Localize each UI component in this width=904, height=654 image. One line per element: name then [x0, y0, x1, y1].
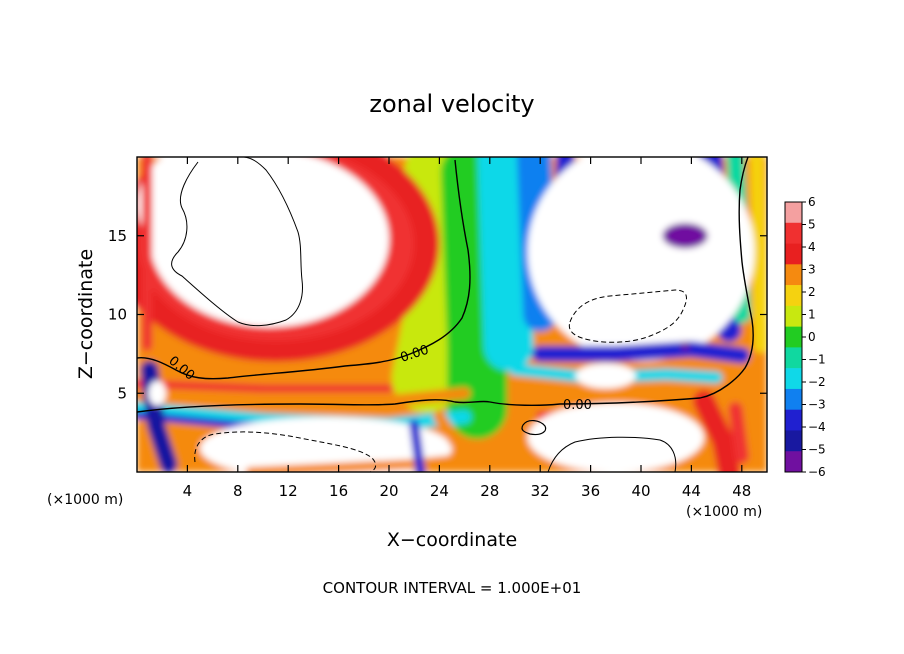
x-tick-label: 36: [581, 482, 600, 500]
contour-lines: [137, 157, 754, 472]
x-tick-label: 20: [379, 482, 398, 500]
contour-right-dashed: [568, 289, 687, 343]
colorbar: 6 5 4 3 2 1 0 −1 −2 −3 −4 −5 −6: [784, 195, 826, 479]
field-patch: [200, 416, 452, 472]
colorbar-swatch: [785, 326, 802, 348]
field-patch: [148, 380, 166, 406]
x-tick-label: 8: [233, 482, 243, 500]
field-patch: [680, 341, 690, 351]
colorbar-tick-label: 0: [808, 330, 816, 344]
colorbar-tick-label: 1: [808, 308, 816, 322]
field-band: [137, 379, 393, 393]
chart-title: zonal velocity: [369, 90, 534, 118]
colorbar-swatch: [785, 264, 802, 286]
colorbar-swatch: [785, 451, 802, 473]
y-axis-label: Z−coordinate: [75, 249, 97, 379]
field-band: [728, 402, 749, 464]
velocity-field: [137, 157, 767, 472]
colorbar-swatch: [785, 243, 802, 265]
colorbar-swatch: [785, 430, 802, 452]
colorbar-tick-label: −5: [808, 443, 826, 457]
contour-small-loop: [521, 420, 547, 436]
field-band: [137, 387, 471, 408]
colorbar-tick-label: 3: [808, 263, 816, 277]
field-patch: [137, 157, 289, 268]
colorbar-swatch: [785, 388, 802, 410]
field-patch: [575, 363, 636, 389]
contour-upper-left: [171, 157, 303, 327]
colorbar-tick-label: −6: [808, 465, 826, 479]
colorbar-tick-label: −2: [808, 375, 826, 389]
colorbar-tick-label: −3: [808, 398, 826, 412]
x-tick-label: 40: [631, 482, 650, 500]
field-band: [391, 157, 475, 413]
colorbar-swatch: [785, 305, 802, 327]
contour-lower-right: [547, 436, 677, 472]
contour-interval-note: CONTOUR INTERVAL = 1.000E+01: [323, 579, 582, 597]
field-patch: [662, 223, 708, 249]
y-tick-label: 15: [108, 227, 127, 245]
colorbar-tick-label: 2: [808, 285, 816, 299]
colorbar-tick-label: 4: [808, 240, 816, 254]
x-tick-label: 24: [430, 482, 449, 500]
colorbar-tick-label: 5: [808, 218, 816, 232]
y-axis: 5 10 15: [108, 227, 767, 402]
colorbar-swatch: [785, 222, 802, 244]
x-tick-label: 44: [682, 482, 701, 500]
colorbar-tick-label: 6: [808, 195, 816, 209]
colorbar-tick-label: −4: [808, 420, 826, 434]
field-patch: [615, 180, 742, 339]
x-tick-label: 32: [531, 482, 550, 500]
field-band: [440, 157, 508, 439]
colorbar-swatch: [785, 285, 802, 307]
colorbar-swatch: [785, 202, 802, 224]
x-axis: 4 8 12 16 20 24 28 32 36 40 44 48: [183, 157, 751, 500]
x-tick-label: 16: [329, 482, 348, 500]
x-tick-label: 48: [732, 482, 751, 500]
field-band: [749, 157, 767, 353]
y-tick-label: 5: [117, 384, 127, 402]
colorbar-tick-label: −1: [808, 353, 826, 367]
colorbar-swatch: [785, 409, 802, 431]
field-band: [433, 410, 496, 471]
field-band: [477, 157, 534, 371]
field-band: [693, 390, 741, 472]
x-axis-label: X−coordinate: [387, 529, 517, 551]
contour-zero-center: [137, 159, 471, 380]
x-unit-label-left: (×1000 m): [47, 492, 123, 508]
colorbar-swatch: [785, 347, 802, 369]
x-tick-label: 28: [480, 482, 499, 500]
plot-area: [137, 157, 767, 472]
y-tick-label: 10: [108, 306, 127, 324]
contour-label: 0.00: [563, 398, 592, 413]
contour-zero-lower: [137, 157, 754, 413]
field-band: [409, 419, 426, 472]
contour-lower-left-dashed: [194, 431, 377, 472]
x-tick-label: 12: [279, 482, 298, 500]
x-tick-label: 4: [183, 482, 193, 500]
field-band: [532, 341, 750, 364]
colorbar-swatch: [785, 368, 802, 390]
x-unit-label-right: (×1000 m): [686, 504, 762, 520]
